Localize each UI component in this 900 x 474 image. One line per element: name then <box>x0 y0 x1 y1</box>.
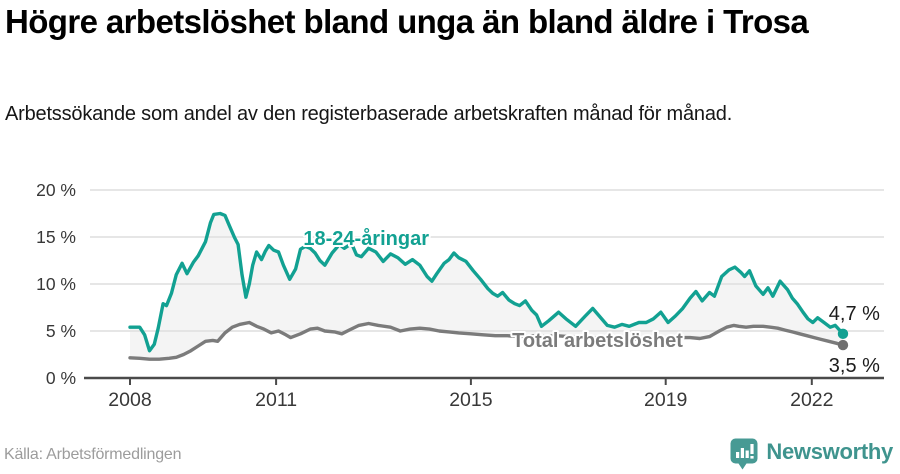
x-tick-label: 2008 <box>108 389 151 411</box>
chart-subtitle: Arbetssökande som andel av den registerb… <box>5 103 733 125</box>
youth-series-line <box>128 211 845 353</box>
x-tick-label: 2015 <box>449 389 493 411</box>
youth-end-value-label: 4,7 % <box>829 303 880 325</box>
y-tick-label: 5 % <box>46 321 76 341</box>
chart-canvas: 2008 2011 2015 2019 2022 0 % 5 % 10 % 15 % 20 % 18… <box>36 180 884 411</box>
y-tick-label: 20 % <box>36 180 76 200</box>
newsworthy-wordmark: Newsworthy <box>766 439 893 464</box>
unemployment-chart: 2008 2011 2015 2019 2022 0 % 5 % 10 % 15 % 20 % 18… <box>0 168 900 416</box>
series-gap-fill <box>130 213 843 360</box>
y-tick-label: 0 % <box>46 368 76 388</box>
total-series-line <box>128 320 845 361</box>
total-end-value-label: 3,5 % <box>829 355 880 377</box>
total-series-label: Total arbetslöshet <box>512 330 683 352</box>
page-title: Högre arbetslöshet bland unga än bland ä… <box>5 3 809 40</box>
x-tick-label: 2022 <box>790 389 833 411</box>
x-tick-label: 2011 <box>255 389 297 411</box>
newsworthy-logo[interactable]: Newsworthy <box>729 436 893 472</box>
x-tick-label: 2019 <box>644 389 687 411</box>
source-note: Källa: Arbetsförmedlingen <box>4 446 182 463</box>
y-tick-label: 10 % <box>36 274 76 294</box>
youth-series-label: 18-24-åringar <box>303 227 429 250</box>
bar-chart-speech-bubble-icon <box>730 438 758 470</box>
youth-end-dot <box>837 328 849 340</box>
total-end-dot <box>837 339 849 351</box>
y-tick-label: 15 % <box>36 227 76 247</box>
